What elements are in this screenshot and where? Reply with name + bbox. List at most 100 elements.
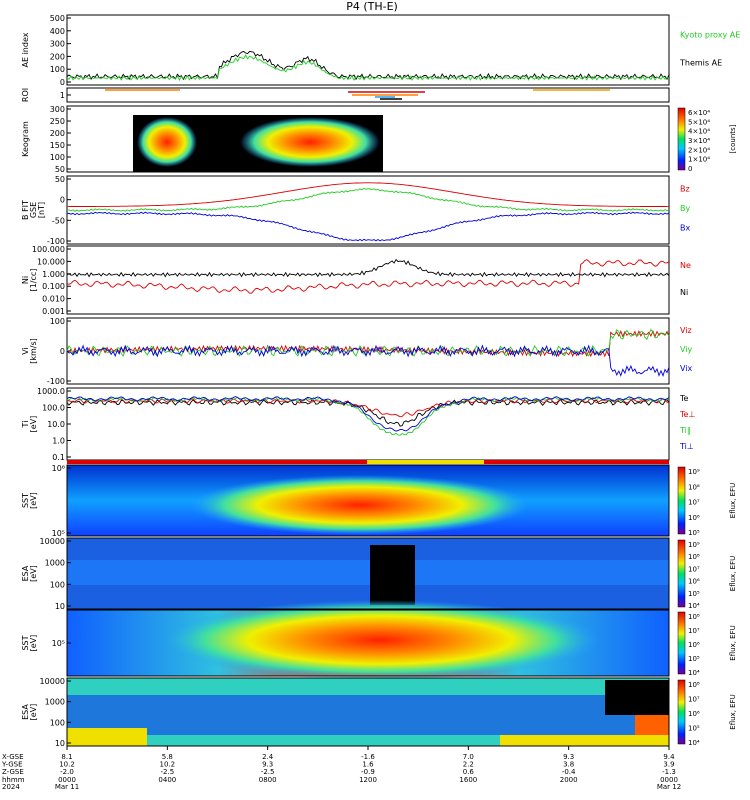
- legend-Kyoto proxy AE: Kyoto proxy AE: [680, 30, 740, 39]
- legend-Ni: Ni: [680, 288, 688, 297]
- orbit-value: 2.4: [262, 753, 274, 761]
- legend-Te⊥: Te⊥: [679, 410, 695, 419]
- ytick-label: 200: [50, 52, 65, 61]
- ytick-label: 100: [50, 317, 65, 326]
- colorbar-tick: 10⁹: [688, 541, 700, 549]
- ytick-label: 100: [50, 65, 65, 74]
- colorbar-tick: 6×10⁴: [688, 109, 710, 117]
- orbit-value: 0.6: [463, 768, 475, 776]
- colorbar-tick: 10⁶: [688, 710, 700, 718]
- ylabel: ESA: [21, 704, 30, 720]
- orbit-row-label: Z-GSE: [2, 768, 24, 776]
- ylabel: SST: [21, 635, 30, 650]
- ytick-label: 10⁵: [52, 529, 65, 538]
- ylabel: Ni: [21, 276, 30, 284]
- ylabel: AE index: [21, 32, 30, 67]
- colorbar-tick: 10⁴: [688, 669, 700, 677]
- ytick-label: 1000.0: [37, 387, 65, 396]
- ytick-label: 10⁵: [52, 639, 65, 648]
- colorbar-tick: 10⁵: [688, 529, 700, 537]
- ytick-label: 100: [50, 580, 65, 589]
- colorbar-tick: 10⁶: [688, 514, 700, 522]
- ytick-label: 100.000: [32, 245, 65, 254]
- ytick-label: 300: [50, 105, 65, 114]
- ylabel: [eV]: [29, 492, 38, 509]
- orbit-row-label: Y-GSE: [1, 761, 23, 769]
- ylabel: Vi: [21, 347, 30, 355]
- series-ni: [66, 258, 670, 278]
- orbit-value: -1.6: [361, 753, 375, 761]
- series-layer: [66, 50, 670, 464]
- figure-title: P4 (TH-E): [346, 0, 398, 13]
- ylabel: [km/s]: [29, 338, 38, 364]
- x-axis: 8.110.2-2.000005.810.2-2.504002.49.3-2.5…: [1, 746, 681, 791]
- orbit-value: 10.2: [59, 761, 75, 769]
- colorbar-tick: 10⁸: [688, 613, 700, 621]
- colorbar-label: Eflux, EFU: [729, 694, 737, 729]
- colorbar-esa_e: [677, 539, 686, 608]
- ytick-label: 1000: [45, 698, 65, 707]
- legend-Ne: Ne: [680, 261, 691, 270]
- colorbar-tick: 10⁸: [688, 483, 700, 491]
- series-vix: [66, 344, 670, 378]
- colorbar-tick: 2×10⁴: [688, 146, 710, 154]
- orbit-value: 9.4: [663, 753, 675, 761]
- colorbar-tick: 10⁸: [688, 681, 700, 689]
- legend-Viy: Viy: [680, 345, 693, 354]
- ylabel: GSE: [29, 202, 38, 218]
- ylabel: Keogram: [21, 121, 30, 157]
- series-bz: [67, 182, 669, 208]
- ytick-label: 50: [55, 175, 65, 184]
- colorbar-label: Eflux, EFU: [729, 625, 737, 660]
- orbit-value: 2.2: [463, 761, 474, 769]
- ylabel: [1/cc]: [29, 269, 38, 292]
- orbit-value: -2.0: [60, 768, 74, 776]
- colorbar-keogram: [677, 107, 686, 171]
- colorbar-esa_i: [677, 679, 686, 745]
- orbit-value: 9.3: [563, 753, 574, 761]
- legend-Ti∥: Ti∥: [679, 426, 691, 435]
- series-bx: [66, 211, 670, 242]
- orbit-value: 3.9: [663, 761, 674, 769]
- ytick-label: 400: [50, 27, 65, 36]
- legend-Te: Te: [679, 394, 689, 403]
- panel-frame-density: [66, 245, 670, 315]
- ylabel: ESA: [21, 565, 30, 581]
- series-te: [66, 398, 670, 427]
- ylabel: SST: [21, 493, 30, 508]
- colorbar-tick: 10⁸: [688, 553, 700, 561]
- ytick-label: 10.000: [37, 257, 65, 266]
- colorbar-tick: 10⁴: [688, 602, 700, 610]
- panel-frame-ae: [66, 14, 670, 86]
- colorbar-label: Eflux, EFU: [729, 483, 737, 518]
- xtick-label: 0000: [58, 776, 76, 784]
- panel-frame-bfield: [66, 175, 670, 245]
- xtick-label: 2000: [560, 776, 578, 784]
- ylabel: ROI: [21, 88, 30, 102]
- orbit-value: 5.8: [162, 753, 173, 761]
- xtick-label: 1200: [359, 776, 377, 784]
- region-bar: [367, 460, 484, 464]
- date-start: Mar 11: [55, 783, 79, 791]
- series-themis-ae: [66, 50, 670, 81]
- ytick-label: 500: [50, 14, 65, 23]
- colorbar-tick: 10⁴: [688, 739, 700, 747]
- colorbar-tick: 10⁹: [688, 468, 700, 476]
- colorbar-tick: 10⁷: [688, 627, 700, 635]
- ytick-label: 10.0: [47, 420, 65, 429]
- ytick-label: 200: [50, 129, 65, 138]
- orbit-value: 10.2: [160, 761, 176, 769]
- orbit-value: -1.3: [662, 768, 676, 776]
- orbit-value: 3.8: [563, 761, 574, 769]
- colorbar-tick: 10⁵: [688, 590, 700, 598]
- ytick-label: 100: [50, 718, 65, 727]
- colorbar-tick: 10⁶: [688, 578, 700, 586]
- legend-Ti⊥: Ti⊥: [679, 442, 694, 451]
- ytick-label: 300: [50, 40, 65, 49]
- ytick-label: 100: [50, 153, 65, 162]
- ytick-label: 0.100: [42, 282, 65, 291]
- ylabel: [eV]: [29, 565, 38, 582]
- legend-By: By: [680, 204, 690, 213]
- ytick-label: 50: [55, 165, 65, 174]
